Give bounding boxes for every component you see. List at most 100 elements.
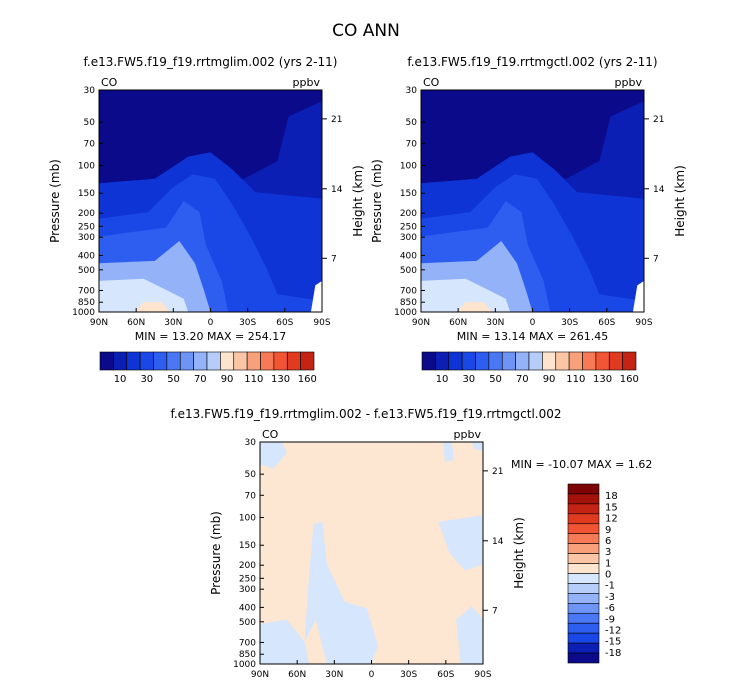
- colorbar-swatch: [567, 553, 600, 564]
- y-tick-label: 500: [239, 618, 256, 628]
- y-tick-label: 100: [400, 161, 417, 171]
- colorbar-swatch: [567, 593, 600, 604]
- contour-fill: [99, 278, 189, 312]
- y2-axis-label: Height (km): [512, 517, 526, 588]
- colorbar-label: -18: [605, 648, 621, 659]
- x-tick-label: 30S: [561, 318, 578, 328]
- colorbar-label: 50: [489, 374, 502, 385]
- contour-fill: [304, 521, 379, 664]
- y-tick-label: 700: [239, 638, 256, 648]
- colorbar-swatch: [166, 351, 181, 371]
- colorbar-swatch: [488, 351, 503, 371]
- x-tick-label: 30N: [164, 318, 182, 328]
- y2-tick-label: 14: [492, 537, 504, 547]
- y2-tick-label: 14: [653, 185, 665, 195]
- colorbar-swatch: [567, 543, 600, 554]
- y-tick-label: 100: [78, 161, 95, 171]
- x-tick-label: 90N: [412, 318, 430, 328]
- colorbar-swatch: [528, 351, 543, 371]
- panel-title: f.e13.FW5.f19_f19.rrtmglim.002 (yrs 2-11…: [84, 55, 338, 69]
- y-tick-label: 30: [406, 86, 418, 96]
- y2-tick-label: 7: [331, 254, 337, 264]
- y-tick-label: 100: [239, 513, 256, 523]
- colorbar-label: 160: [620, 374, 639, 385]
- colorbar-swatch: [501, 351, 516, 371]
- colorbar-swatch: [568, 351, 583, 371]
- y-axis-label: Pressure (mb): [370, 159, 384, 243]
- x-tick-label: 30N: [325, 670, 343, 680]
- y-tick-label: 1000: [394, 308, 417, 318]
- colorbar-label: -15: [605, 637, 621, 648]
- colorbar-swatch: [582, 351, 597, 371]
- colorbar-swatch: [567, 583, 600, 594]
- chart-panel-1: f.e13.FW5.f19_f19.rrtmglim.002 (yrs 2-11…: [48, 55, 365, 385]
- colorbar-swatch: [608, 351, 623, 371]
- x-tick-label: 60S: [276, 318, 293, 328]
- colorbar-swatch: [286, 351, 301, 371]
- colorbar-label: 1: [605, 558, 611, 569]
- y2-tick-label: 21: [331, 115, 342, 125]
- stats-text: MIN = 13.20 MAX = 254.17: [135, 330, 286, 343]
- x-tick-label: 60N: [288, 670, 306, 680]
- panel-title: f.e13.FW5.f19_f19.rrtmglim.002 - f.e13.F…: [170, 407, 561, 421]
- y-tick-label: 50: [84, 118, 96, 128]
- y-tick-label: 500: [78, 266, 95, 276]
- colorbar-label: 70: [516, 374, 529, 385]
- field-label: CO: [423, 76, 440, 89]
- colorbar-label: 110: [566, 374, 585, 385]
- missing-data: [632, 280, 644, 312]
- colorbar-swatch: [461, 351, 476, 371]
- colorbar-label: -1: [605, 581, 615, 592]
- missing-data: [310, 280, 322, 312]
- colorbar-swatch: [567, 632, 600, 644]
- field-label: CO: [262, 428, 279, 441]
- y2-tick-label: 14: [331, 185, 343, 195]
- y2-tick-label: 7: [653, 254, 659, 264]
- panels: f.e13.FW5.f19_f19.rrtmglim.002 (yrs 2-11…: [48, 55, 687, 680]
- y-tick-label: 700: [78, 286, 95, 296]
- figure-title: CO ANN: [332, 21, 400, 41]
- y2-axis-label: Height (km): [351, 165, 365, 236]
- colorbar-swatch: [193, 351, 208, 371]
- units-label: ppbv: [454, 428, 482, 441]
- y-tick-label: 250: [400, 222, 417, 232]
- x-tick-label: 0: [530, 318, 536, 328]
- colorbar-swatch: [567, 523, 600, 535]
- x-tick-label: 0: [369, 670, 375, 680]
- colorbar-swatch: [220, 351, 235, 371]
- colorbar-swatch: [99, 351, 114, 371]
- colorbar-swatch: [567, 652, 600, 664]
- field-label: CO: [101, 76, 118, 89]
- units-label: ppbv: [293, 76, 321, 89]
- colorbar-swatch: [567, 642, 600, 654]
- contour-fill: [99, 90, 322, 184]
- y-tick-label: 200: [400, 209, 417, 219]
- colorbar-swatch: [515, 351, 530, 371]
- colorbar-swatch: [567, 483, 600, 495]
- contour-fill: [442, 442, 454, 462]
- colorbar-label: -12: [605, 625, 621, 636]
- contour-fill: [456, 302, 493, 312]
- colorbar-label: 6: [605, 536, 611, 547]
- colorbar-swatch: [567, 563, 600, 574]
- colorbar-swatch: [435, 351, 450, 371]
- y-tick-label: 150: [239, 541, 256, 551]
- colorbar-label: 3: [605, 547, 611, 558]
- colorbar-swatch: [595, 351, 610, 371]
- y2-tick-label: 21: [492, 467, 503, 477]
- colorbar-swatch: [567, 493, 600, 505]
- colorbar-swatch: [153, 351, 168, 371]
- colorbar-swatch: [567, 622, 600, 634]
- colorbar-swatch: [179, 351, 194, 371]
- colorbar-label: 70: [194, 374, 207, 385]
- colorbar-swatch: [448, 351, 463, 371]
- contour-fill: [421, 90, 644, 184]
- colorbar-label: 90: [221, 374, 234, 385]
- y-tick-label: 70: [245, 491, 257, 501]
- contour-fill: [438, 515, 483, 571]
- colorbar-label: 18: [605, 491, 618, 502]
- y-axis-label: Pressure (mb): [48, 159, 62, 243]
- y-tick-label: 1000: [72, 308, 95, 318]
- colorbar-label: 50: [167, 374, 180, 385]
- y2-tick-label: 21: [653, 115, 664, 125]
